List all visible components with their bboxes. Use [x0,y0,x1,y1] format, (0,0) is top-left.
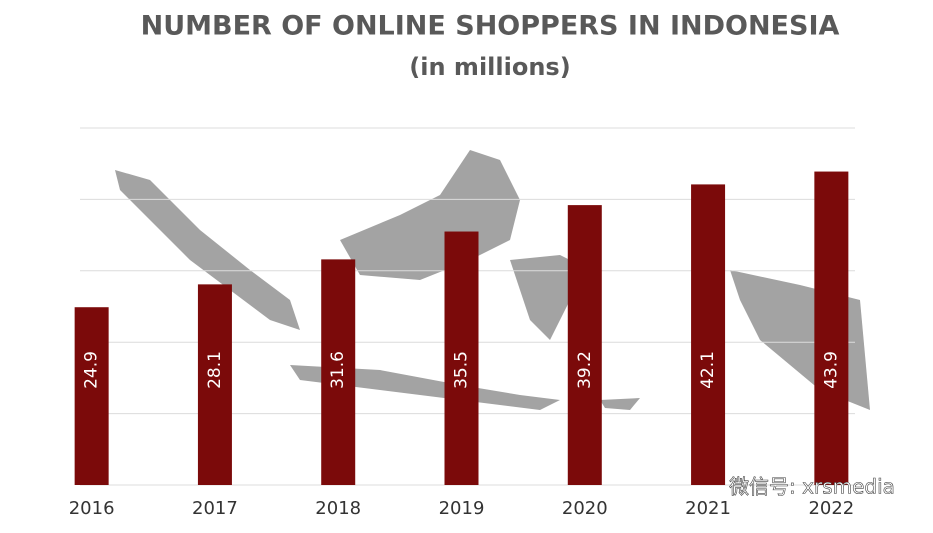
bar [814,171,849,485]
data-label: 39.2 [575,351,595,389]
x-tick-label: 2017 [192,498,238,519]
x-tick-label: 2022 [808,498,854,519]
watermark: 微信号: xrsmedia [729,475,895,499]
chart-subtitle: (in millions) [409,53,570,81]
chart-title: NUMBER OF ONLINE SHOPPERS IN INDONESIA [141,11,840,42]
x-tick-label: 2021 [685,498,731,519]
bar [691,184,726,485]
bar [197,284,232,485]
x-tick-label: 2019 [439,498,485,519]
data-label: 24.9 [82,351,102,389]
x-tick-label: 2018 [315,498,361,519]
data-label: 35.5 [452,351,472,389]
data-label: 42.1 [698,351,718,389]
bar [444,231,479,485]
bar [321,259,356,485]
data-label: 31.6 [328,351,348,389]
data-label: 43.9 [821,351,841,389]
x-tick-label: 2020 [562,498,608,519]
x-tick-label: 2016 [69,498,115,519]
bar [567,205,602,485]
data-label: 28.1 [205,351,225,389]
bar [74,307,109,485]
